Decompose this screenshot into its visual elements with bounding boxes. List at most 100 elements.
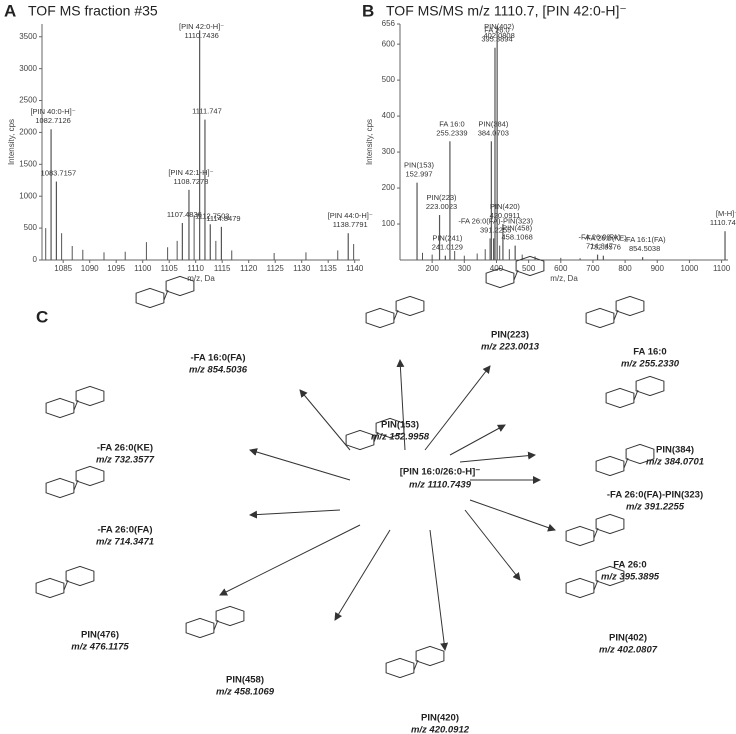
fragment-mz: m/z 384.0701 [646, 457, 704, 468]
fragment-name: PIN(223) [491, 330, 529, 341]
ring-structure [485, 267, 515, 289]
y-tick-label: 2000 [19, 128, 37, 137]
peak-name: PIN(153) [404, 161, 435, 170]
ring-structure [605, 387, 635, 409]
peak-mz: 384.0703 [478, 128, 509, 137]
fragment-mz: m/z 223.0013 [481, 342, 540, 353]
panel-label: C [36, 307, 48, 326]
fragment-mz: m/z 402.0807 [599, 645, 658, 656]
bond [63, 579, 69, 591]
y-tick-label: 2500 [19, 96, 37, 105]
peak-mz: 1112.7503 [195, 211, 229, 220]
fragment-mz: m/z 476.1175 [71, 642, 129, 653]
fragment-name: FA 26:0 [613, 560, 646, 571]
peak-name: [M-H]⁻ [716, 209, 736, 218]
fragment-name: -FA 26:0(KE) [97, 443, 153, 454]
bond [633, 389, 639, 401]
peak-name: [PIN 42:1-H]⁻ [168, 168, 213, 177]
peak-name: [PIN 42:0-H]⁻ [179, 22, 224, 31]
ring-structure [595, 513, 625, 535]
peak-name: -FA 26:0(KE) [584, 234, 627, 243]
peak-name: PIN(241) [432, 234, 463, 243]
fragment-name: PIN(420) [421, 713, 459, 724]
y-tick-label: 500 [24, 223, 38, 232]
arrow [396, 359, 406, 451]
fragment-mz: m/z 152.9958 [371, 432, 430, 443]
ring-structure [45, 477, 75, 499]
fragment-mz: m/z 714.3471 [96, 537, 154, 548]
center-name: [PIN 16:0/26:0-H]⁻ [400, 467, 481, 478]
peak-name: PIN(420) [490, 202, 521, 211]
x-tick-label: 1100 [713, 264, 731, 273]
x-tick-label: 1135 [320, 264, 338, 273]
peak-mz: 152.997 [405, 170, 432, 179]
y-tick-label: 400 [382, 111, 396, 120]
arrow [334, 529, 391, 621]
bond [163, 289, 169, 301]
arrow [459, 451, 536, 463]
chart-title: TOF MS/MS m/z 1110.7, [PIN 42:0-H]⁻ [386, 3, 627, 19]
fragment-name: PIN(153) [381, 420, 419, 431]
fragment-mz: m/z 854.5036 [189, 365, 248, 376]
x-tick-label: 900 [651, 264, 665, 273]
chart-title: TOF MS fraction #35 [28, 3, 158, 19]
bond [393, 309, 399, 321]
fragment-name: PIN(402) [609, 633, 647, 644]
peak-mz: 402.0808 [483, 31, 514, 40]
bond [213, 619, 219, 631]
peak-name: [PIN 40:0-H]⁻ [30, 107, 75, 116]
ring-structure [395, 295, 425, 317]
ring-structure [595, 565, 625, 587]
peak-mz: 1114.8479 [206, 214, 240, 223]
arrow [464, 509, 521, 581]
x-tick-label: 800 [618, 264, 632, 273]
peak-name: PIN(402) [484, 22, 515, 31]
x-tick-label: 1115 [214, 264, 231, 273]
ring-structure [345, 429, 375, 451]
ring-structure [365, 307, 395, 329]
bond [373, 431, 379, 443]
peak-mz: 241.0129 [432, 243, 463, 252]
panel-label: B [362, 1, 374, 20]
fragment-name: PIN(476) [81, 630, 119, 641]
arrow [429, 529, 449, 651]
x-tick-label: 200 [425, 264, 439, 273]
arrow [249, 509, 341, 519]
fragment-mz: m/z 391.2255 [626, 502, 685, 513]
arrow [449, 424, 506, 456]
peak-mz: 732.3576 [590, 243, 621, 252]
peak-mz: 1111.747 [192, 107, 222, 116]
ring-structure [75, 465, 105, 487]
peak-name: -FA 26:0(FA) [579, 233, 622, 242]
arrow [424, 365, 491, 451]
bond [593, 527, 599, 539]
bond [623, 457, 629, 469]
ring-structure [215, 605, 245, 627]
x-tick-label: 1085 [54, 264, 72, 273]
y-tick-label: 100 [382, 219, 396, 228]
peak-mz: 854.5038 [629, 244, 660, 253]
x-tick-label: 1120 [240, 264, 258, 273]
x-tick-label: 400 [490, 264, 504, 273]
ring-structure [75, 385, 105, 407]
ring-structure [585, 307, 615, 329]
peak-name: FA 16:0 [439, 119, 464, 128]
ring-structure [135, 287, 165, 309]
y-tick-label: 1500 [19, 159, 37, 168]
x-tick-label: 600 [554, 264, 568, 273]
ring-structure [565, 525, 595, 547]
ring-structure [185, 617, 215, 639]
ring-structure [625, 443, 655, 465]
peak-mz: 420.0911 [490, 211, 521, 220]
peak-mz: 1110.7436 [184, 31, 218, 40]
peak-name: -FA 16:1(FA) [624, 235, 667, 244]
fragment-mz: m/z 255.2330 [621, 359, 680, 370]
fragment-mz: m/z 395.3895 [601, 572, 660, 583]
bond [513, 269, 519, 281]
fragment-name: PIN(458) [226, 675, 264, 686]
peak-name: PIN(458) [502, 224, 533, 233]
y-tick-label: 0 [33, 255, 38, 264]
peak-mz: 714.347 [586, 242, 613, 251]
fragment-mz: m/z 732.3577 [96, 455, 155, 466]
peak-mz: 391.2255 [480, 225, 511, 234]
